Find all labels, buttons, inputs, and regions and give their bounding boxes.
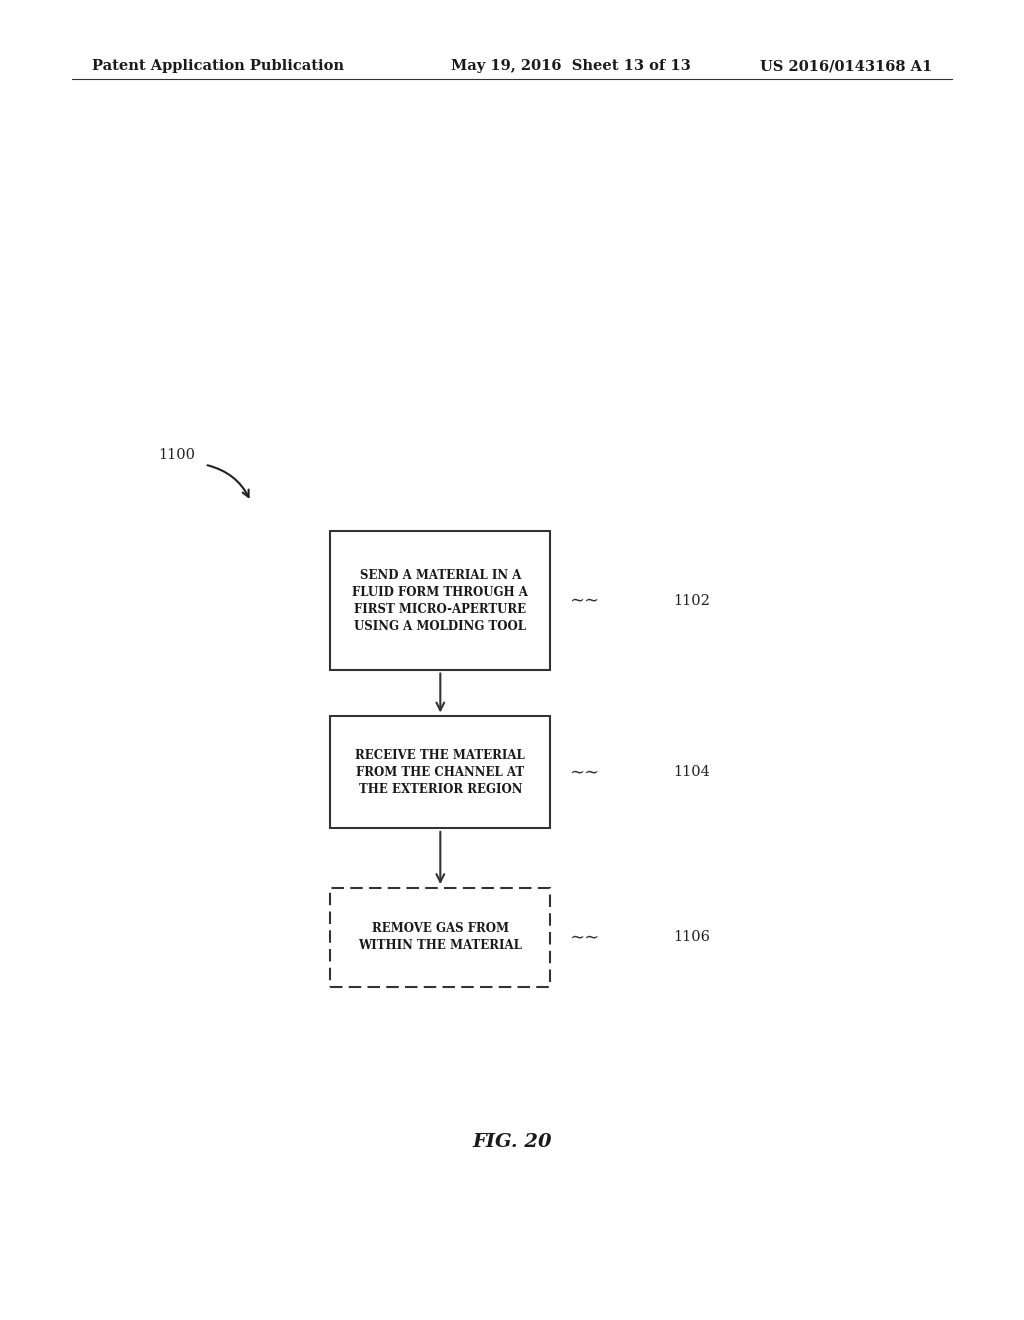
Text: REMOVE GAS FROM
WITHIN THE MATERIAL: REMOVE GAS FROM WITHIN THE MATERIAL xyxy=(358,923,522,952)
Text: 1104: 1104 xyxy=(674,766,711,779)
Bar xyxy=(330,887,551,987)
Text: US 2016/0143168 A1: US 2016/0143168 A1 xyxy=(760,59,932,74)
Text: ∼∼: ∼∼ xyxy=(569,763,599,781)
Text: 1102: 1102 xyxy=(674,594,711,607)
Text: ∼∼: ∼∼ xyxy=(569,591,599,610)
Text: ∼∼: ∼∼ xyxy=(569,928,599,946)
Text: 1106: 1106 xyxy=(674,931,711,944)
Text: 1100: 1100 xyxy=(159,449,196,462)
Text: RECEIVE THE MATERIAL
FROM THE CHANNEL AT
THE EXTERIOR REGION: RECEIVE THE MATERIAL FROM THE CHANNEL AT… xyxy=(355,748,525,796)
Text: SEND A MATERIAL IN A
FLUID FORM THROUGH A
FIRST MICRO-APERTURE
USING A MOLDING T: SEND A MATERIAL IN A FLUID FORM THROUGH … xyxy=(352,569,528,632)
Text: Patent Application Publication: Patent Application Publication xyxy=(92,59,344,74)
Text: FIG. 20: FIG. 20 xyxy=(472,1133,552,1151)
Bar xyxy=(330,715,551,829)
Text: May 19, 2016  Sheet 13 of 13: May 19, 2016 Sheet 13 of 13 xyxy=(451,59,690,74)
Bar xyxy=(330,531,551,671)
